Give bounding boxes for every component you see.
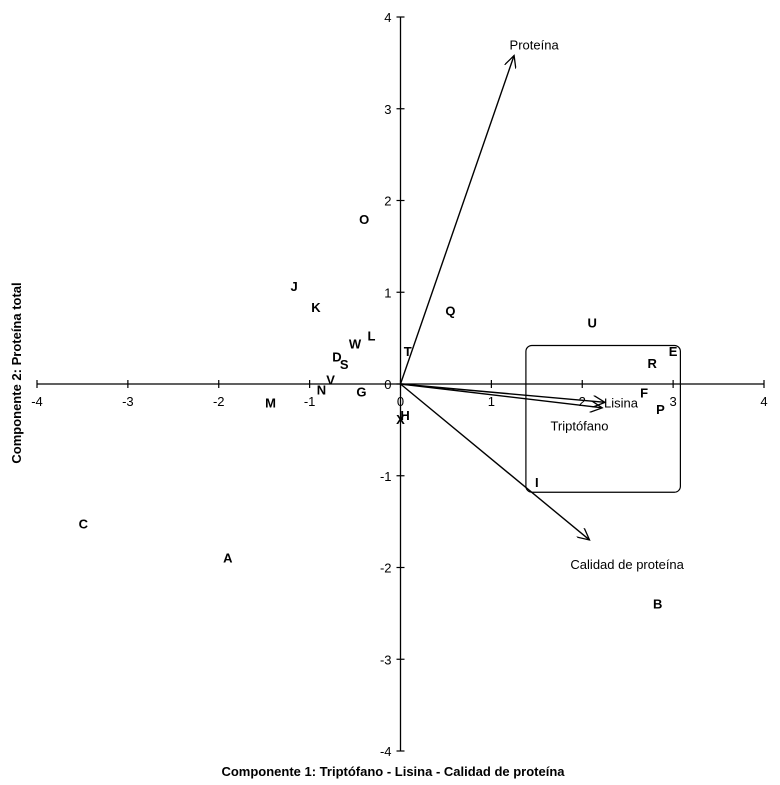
y-tick-label: -2 [380, 561, 392, 576]
axes: -4 -3 -2 -1 0 1 2 3 4 4 3 2 1 0 -1 -2 -3 -4 [31, 10, 767, 759]
vector-label: Calidad de proteína [570, 557, 684, 572]
y-tick-label: 1 [384, 285, 391, 300]
point-label: F [640, 385, 648, 400]
vector-arrow [399, 56, 515, 385]
vector-label: Proteína [510, 38, 560, 53]
point-label: Q [445, 304, 455, 319]
x-tick-label: 1 [488, 394, 495, 409]
vector-arrow [400, 383, 590, 540]
x-axis-title: Componente 1: Triptófano - Lisina - Cali… [221, 764, 565, 779]
point-label: T [404, 344, 412, 359]
y-tick-label: 4 [384, 10, 391, 25]
point-label: D [332, 349, 341, 364]
y-tick-label: -1 [380, 469, 392, 484]
vector-arrow [400, 383, 603, 408]
x-tick-label: 0 [397, 394, 404, 409]
point-label: J [291, 279, 298, 294]
point-label: E [669, 344, 678, 359]
x-tick-label: -4 [31, 394, 43, 409]
point-label: A [223, 550, 233, 565]
y-tick-label: -3 [380, 652, 392, 667]
highlight-box-group [525, 344, 681, 493]
point-label: U [588, 316, 597, 331]
point-label: W [349, 337, 362, 352]
point-label: M [265, 395, 276, 410]
point-label: O [359, 212, 369, 227]
x-tick-label: -1 [304, 394, 316, 409]
point-label: I [535, 475, 539, 490]
y-tick-label: 2 [384, 194, 391, 209]
highlight-box [525, 344, 681, 493]
y-tick-label: 0 [384, 377, 391, 392]
point-label: H [400, 408, 409, 423]
vectors-group: Proteína Lisina Triptófano Calidad de prote… [399, 38, 685, 572]
point-label: C [79, 516, 89, 531]
point-label: X [396, 412, 405, 427]
point-label: G [356, 384, 366, 399]
vector-label: Triptófano [550, 418, 608, 433]
point-label: B [653, 596, 662, 611]
x-tick-label: 2 [579, 394, 586, 409]
point-label: L [367, 328, 375, 343]
x-tick-label: -3 [122, 394, 134, 409]
x-tick-label: -2 [213, 394, 225, 409]
point-label: K [311, 300, 321, 315]
point-label: N [317, 383, 326, 398]
vector-label: Lisina [604, 395, 639, 410]
vector-arrow [400, 383, 605, 402]
x-tick-label: 4 [760, 394, 767, 409]
point-label: S [340, 357, 349, 372]
y-axis-title: Componente 2: Proteína total [9, 282, 24, 463]
y-tick-label: -4 [380, 744, 392, 759]
x-tick-label: 3 [670, 394, 677, 409]
point-label: V [326, 372, 335, 387]
point-label: P [656, 402, 665, 417]
point-label: R [648, 356, 658, 371]
y-tick-label: 3 [384, 102, 391, 117]
